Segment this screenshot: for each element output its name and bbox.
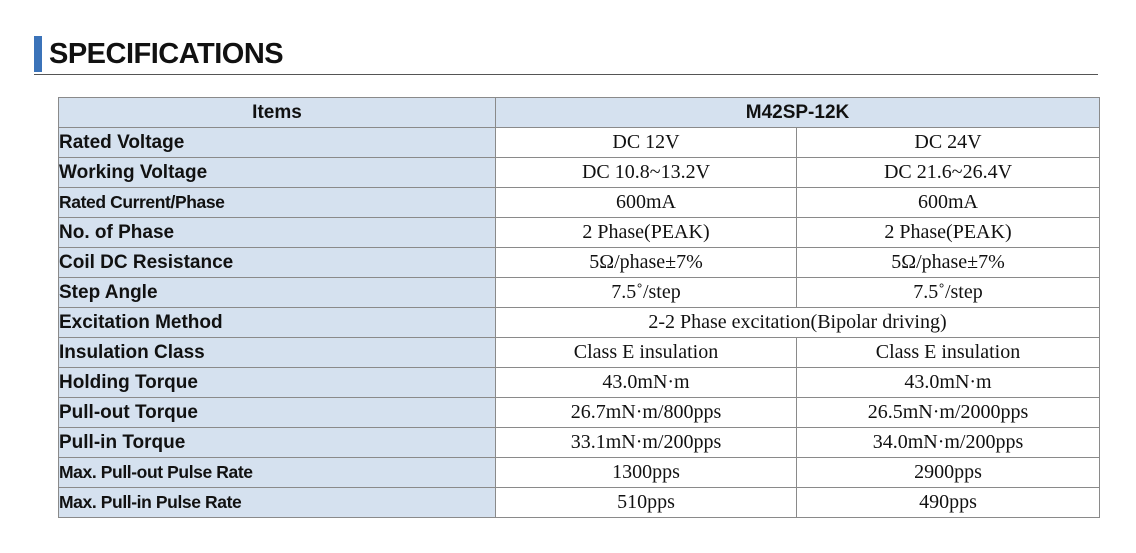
cell-value-12v: 600mA	[495, 187, 797, 218]
row-label: Coil DC Resistance	[58, 247, 496, 278]
table-row: Max. Pull-out Pulse Rate 1300pps 2900pps	[58, 457, 1100, 488]
table-row: Insulation Class Class E insulation Clas…	[58, 337, 1100, 368]
cell-value-24v: DC 24V	[796, 127, 1100, 158]
cell-value-12v: 43.0mN·m	[495, 367, 797, 398]
section-title: SPECIFICATIONS	[49, 38, 284, 70]
table-row: Step Angle 7.5˚/step 7.5˚/step	[58, 277, 1100, 308]
row-label: Insulation Class	[58, 337, 496, 368]
table-row: Rated Voltage DC 12V DC 24V	[58, 127, 1100, 158]
cell-value-12v: 1300pps	[495, 457, 797, 488]
row-label: Max. Pull-in Pulse Rate	[58, 487, 496, 518]
table-row: Holding Torque 43.0mN·m 43.0mN·m	[58, 367, 1100, 398]
cell-value-12v: DC 10.8~13.2V	[495, 157, 797, 188]
row-label: Excitation Method	[58, 307, 496, 338]
table-row: Pull-in Torque 33.1mN·m/200pps 34.0mN·m/…	[58, 427, 1100, 458]
row-label: Step Angle	[58, 277, 496, 308]
cell-value-24v: 490pps	[796, 487, 1100, 518]
table-row: No. of Phase 2 Phase(PEAK) 2 Phase(PEAK)	[58, 217, 1100, 248]
cell-value-24v: 7.5˚/step	[796, 277, 1100, 308]
table-row: Max. Pull-in Pulse Rate 510pps 490pps	[58, 487, 1100, 518]
row-label: Rated Voltage	[58, 127, 496, 158]
table-row: Rated Current/Phase 600mA 600mA	[58, 187, 1100, 218]
cell-value-24v: 5Ω/phase±7%	[796, 247, 1100, 278]
items-column-header: Items	[58, 97, 496, 128]
table-row: Excitation Method 2-2 Phase excitation(B…	[58, 307, 1100, 338]
cell-value-24v: 600mA	[796, 187, 1100, 218]
cell-value-24v: 2900pps	[796, 457, 1100, 488]
row-label: Rated Current/Phase	[58, 187, 496, 218]
cell-value-24v: Class E insulation	[796, 337, 1100, 368]
row-label: Pull-in Torque	[58, 427, 496, 458]
cell-value-12v: 7.5˚/step	[495, 277, 797, 308]
specifications-table: Items M42SP-12K Rated Voltage DC 12V DC …	[58, 97, 1100, 518]
cell-value-24v: 34.0mN·m/200pps	[796, 427, 1100, 458]
cell-value-24v: 43.0mN·m	[796, 367, 1100, 398]
cell-value-12v: 510pps	[495, 487, 797, 518]
section-heading: SPECIFICATIONS	[34, 34, 1098, 75]
cell-value-12v: 26.7mN·m/800pps	[495, 397, 797, 428]
cell-value-12v: 33.1mN·m/200pps	[495, 427, 797, 458]
row-label: Max. Pull-out Pulse Rate	[58, 457, 496, 488]
row-label: Holding Torque	[58, 367, 496, 398]
cell-value-24v: 26.5mN·m/2000pps	[796, 397, 1100, 428]
table-row: Working Voltage DC 10.8~13.2V DC 21.6~26…	[58, 157, 1100, 188]
row-label: No. of Phase	[58, 217, 496, 248]
model-column-header: M42SP-12K	[495, 97, 1100, 128]
cell-value-12v: DC 12V	[495, 127, 797, 158]
cell-value-24v: DC 21.6~26.4V	[796, 157, 1100, 188]
table-row: Pull-out Torque 26.7mN·m/800pps 26.5mN·m…	[58, 397, 1100, 428]
table-header-row: Items M42SP-12K	[58, 97, 1100, 128]
cell-value-24v: 2 Phase(PEAK)	[796, 217, 1100, 248]
cell-value-merged: 2-2 Phase excitation(Bipolar driving)	[495, 307, 1100, 338]
table-row: Coil DC Resistance 5Ω/phase±7% 5Ω/phase±…	[58, 247, 1100, 278]
row-label: Working Voltage	[58, 157, 496, 188]
row-label: Pull-out Torque	[58, 397, 496, 428]
cell-value-12v: 2 Phase(PEAK)	[495, 217, 797, 248]
cell-value-12v: 5Ω/phase±7%	[495, 247, 797, 278]
cell-value-12v: Class E insulation	[495, 337, 797, 368]
accent-bar	[34, 36, 42, 72]
